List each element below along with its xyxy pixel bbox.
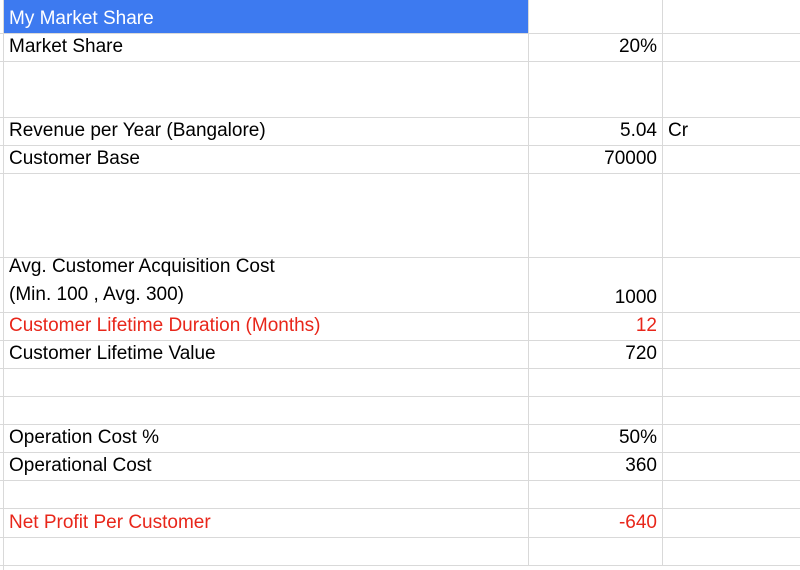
- cell-empty[interactable]: [663, 62, 800, 117]
- cell-operation-cost-pct-value[interactable]: 50%: [529, 425, 663, 452]
- cell-empty[interactable]: [4, 481, 529, 508]
- row-operational-cost: Operational Cost 360: [0, 453, 800, 481]
- row-empty: [0, 174, 800, 258]
- row-operation-cost-pct: Operation Cost % 50%: [0, 425, 800, 453]
- cell-empty[interactable]: [663, 341, 800, 368]
- cell-empty[interactable]: [529, 369, 663, 396]
- cell-customer-base-label[interactable]: Customer Base: [4, 146, 529, 173]
- row-empty: [0, 481, 800, 509]
- cell-market-share-value[interactable]: 20%: [529, 34, 663, 61]
- cell-label: Market Share: [9, 36, 124, 57]
- cell-label-line2: (Min. 100 , Avg. 300): [9, 284, 184, 305]
- cell-net-profit-label[interactable]: Net Profit Per Customer: [4, 509, 529, 537]
- cell-empty[interactable]: [4, 397, 529, 424]
- cell-net-profit-value[interactable]: -640: [529, 509, 663, 537]
- row-market-share: Market Share 20%: [0, 34, 800, 62]
- cell-label: Customer Lifetime Value: [9, 343, 216, 364]
- cell-label: My Market Share: [9, 8, 154, 29]
- row-net-profit: Net Profit Per Customer -640: [0, 509, 800, 538]
- cell-operational-cost-label[interactable]: Operational Cost: [4, 453, 529, 480]
- cell-empty[interactable]: [663, 174, 800, 257]
- cell-empty[interactable]: [663, 453, 800, 480]
- cell-empty[interactable]: [529, 481, 663, 508]
- cell-market-share-label[interactable]: Market Share: [4, 34, 529, 61]
- cell-empty[interactable]: [663, 146, 800, 173]
- cell-label-line1: Avg. Customer Acquisition Cost: [9, 256, 275, 277]
- cell-empty[interactable]: [663, 481, 800, 508]
- cell-value: 5.04: [620, 120, 657, 141]
- cell-value: 20%: [618, 36, 657, 57]
- cell-empty[interactable]: [663, 34, 800, 61]
- cell-empty[interactable]: [663, 313, 800, 340]
- cell-empty[interactable]: [663, 258, 800, 312]
- cell-empty[interactable]: [663, 425, 800, 452]
- cell-acquisition-cost-label[interactable]: Avg. Customer Acquisition Cost (Min. 100…: [4, 256, 529, 312]
- cell-empty[interactable]: [4, 369, 529, 396]
- row-customer-base: Customer Base 70000: [0, 146, 800, 174]
- cell-value: -640: [618, 512, 657, 533]
- cell-empty[interactable]: [4, 62, 529, 117]
- row-empty: [0, 397, 800, 425]
- row-acquisition-cost: Avg. Customer Acquisition Cost (Min. 100…: [0, 256, 800, 313]
- cell-label: Operational Cost: [9, 455, 152, 476]
- cell-label: Revenue per Year (Bangalore): [9, 120, 266, 141]
- row-revenue: Revenue per Year (Bangalore) 5.04 Cr: [0, 118, 800, 146]
- cell-value: 360: [625, 455, 657, 476]
- cell-label: Customer Base: [9, 148, 140, 169]
- cell-label: Operation Cost %: [9, 427, 159, 448]
- row-lifetime-duration: Customer Lifetime Duration (Months) 12: [0, 313, 800, 341]
- cell-acquisition-cost-value[interactable]: 1000: [529, 258, 663, 312]
- cell-lifetime-duration-value[interactable]: 12: [529, 313, 663, 340]
- row-empty: [0, 62, 800, 118]
- cell-label: Net Profit Per Customer: [9, 512, 211, 533]
- cell-operational-cost-value[interactable]: 360: [529, 453, 663, 480]
- cell-empty[interactable]: [529, 62, 663, 117]
- cell-empty[interactable]: [663, 0, 800, 33]
- cell-empty[interactable]: [529, 397, 663, 424]
- cell-label-multiline: Avg. Customer Acquisition Cost (Min. 100…: [9, 253, 275, 309]
- row-lifetime-value: Customer Lifetime Value 720: [0, 341, 800, 369]
- cell-empty[interactable]: [663, 509, 800, 537]
- cell-lifetime-value-value[interactable]: 720: [529, 341, 663, 368]
- row-header-edge: [0, 0, 4, 570]
- cell-label: Customer Lifetime Duration (Months): [9, 315, 321, 336]
- cell-empty[interactable]: [529, 0, 663, 33]
- cell-my-market-share[interactable]: My Market Share: [4, 0, 529, 33]
- cell-empty[interactable]: [663, 369, 800, 396]
- cell-empty[interactable]: [663, 538, 800, 565]
- cell-value: 70000: [604, 148, 657, 169]
- cell-unit: Cr: [668, 120, 689, 141]
- cell-empty[interactable]: [663, 397, 800, 424]
- cell-revenue-unit[interactable]: Cr: [663, 118, 800, 145]
- cell-empty[interactable]: [4, 174, 529, 257]
- cell-value: 50%: [618, 427, 657, 448]
- cell-value: 720: [625, 343, 657, 364]
- row-empty: [0, 538, 800, 566]
- cell-value: 12: [635, 315, 657, 336]
- cell-empty[interactable]: [4, 538, 529, 565]
- cell-empty[interactable]: [529, 538, 663, 565]
- cell-lifetime-value-label[interactable]: Customer Lifetime Value: [4, 341, 529, 368]
- cell-customer-base-value[interactable]: 70000: [529, 146, 663, 173]
- cell-lifetime-duration-label[interactable]: Customer Lifetime Duration (Months): [4, 313, 529, 340]
- cell-revenue-value[interactable]: 5.04: [529, 118, 663, 145]
- cell-empty[interactable]: [529, 174, 663, 257]
- row-my-market-share: My Market Share: [0, 0, 800, 34]
- cell-operation-cost-pct-label[interactable]: Operation Cost %: [4, 425, 529, 452]
- cell-revenue-label[interactable]: Revenue per Year (Bangalore): [4, 118, 529, 145]
- cell-value: 1000: [614, 287, 657, 308]
- row-empty: [0, 369, 800, 397]
